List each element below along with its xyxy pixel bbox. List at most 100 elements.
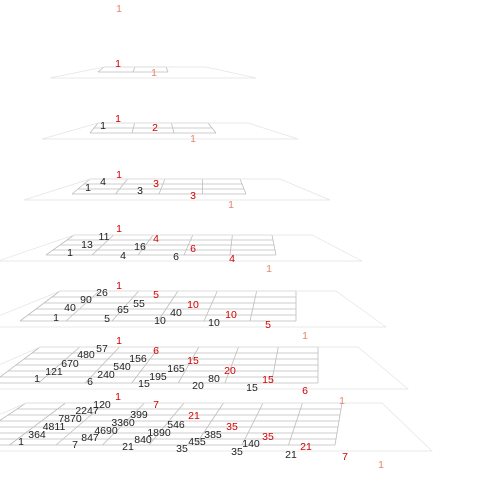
coefficient-label: 480 [77, 349, 95, 361]
coefficient-label: 15 [262, 374, 274, 386]
coefficient-label: 5 [265, 319, 271, 331]
coefficient-label: 26 [96, 287, 108, 299]
coefficient-label: 120 [93, 399, 111, 411]
coefficient-label: 20 [224, 365, 236, 377]
coefficient-label: 4 [229, 253, 235, 265]
coefficient-label: 4 [120, 250, 126, 262]
grid-line [91, 234, 114, 256]
grid-line [131, 122, 136, 134]
coefficient-label: 21 [300, 441, 312, 453]
coefficient-label: 6 [173, 251, 179, 263]
grid-line [224, 346, 239, 384]
grid-line [45, 234, 75, 256]
coefficient-label: 21 [285, 449, 297, 461]
grid-line [102, 402, 145, 446]
layer-3-grid [23, 178, 331, 201]
coefficient-label: 35 [231, 446, 243, 458]
outer-plane [0, 290, 388, 328]
coefficient-label: 364 [28, 429, 46, 441]
grid-line [9, 402, 66, 446]
layer-5-grid [0, 290, 388, 328]
coefficient-label: 40 [170, 307, 182, 319]
coefficient-label: 2247 [75, 405, 99, 417]
coefficient-label: 1 [190, 133, 196, 145]
grid-line [170, 122, 175, 134]
coefficient-label: 1 [116, 223, 122, 235]
coefficient-label: 1 [378, 459, 384, 471]
coefficient-label: 6 [87, 376, 93, 388]
coefficient-label: 1 [115, 113, 121, 125]
coefficient-label: 399 [130, 409, 148, 421]
coefficient-label: 4811 [43, 421, 66, 433]
grid-line [111, 290, 139, 322]
layer-1-grid [49, 66, 257, 79]
coefficient-label: 21 [188, 410, 200, 422]
coefficient-label: 1 [67, 247, 73, 259]
outer-plane [0, 402, 433, 452]
coefficient-label: 7870 [58, 413, 82, 425]
coefficient-label: 5 [153, 289, 159, 301]
coefficient-label: 6 [302, 385, 308, 397]
coefficient-label: 57 [96, 343, 108, 355]
coefficient-label: 40 [64, 302, 76, 314]
coefficient-label: 21 [122, 441, 134, 453]
grid-line [288, 402, 303, 446]
coefficient-label: 1 [266, 263, 272, 275]
grid-line [71, 178, 91, 195]
layer-6-grid [0, 346, 409, 390]
grid-line [115, 178, 128, 195]
coefficient-label: 1 [339, 395, 345, 407]
grid-line [97, 66, 105, 73]
coefficient-label: 20 [192, 380, 204, 392]
coefficient-label: 55 [133, 298, 145, 310]
coefficient-label: 3 [153, 178, 159, 190]
grid-line [0, 346, 41, 378]
coefficient-label: 11 [99, 231, 110, 243]
coefficient-label: 1 [116, 169, 122, 181]
grid-line [207, 122, 217, 134]
coefficient-label: 35 [176, 443, 188, 455]
coefficient-label: 1 [18, 436, 24, 448]
coefficient-label: 15 [246, 382, 258, 394]
outer-plane [23, 178, 331, 201]
coefficient-label: 16 [134, 241, 146, 253]
grid-line [229, 234, 233, 256]
grid-line [89, 122, 99, 134]
coefficient-label: 15 [138, 378, 150, 390]
coefficient-label: 6 [190, 243, 196, 255]
layer-7-numbers: 120 1 7 2247 399 21 7870 3360 546 35 4811 4690 1890 3… [18, 391, 384, 471]
coefficient-label: 10 [225, 309, 237, 321]
coefficient-label: 35 [226, 421, 238, 433]
coefficient-label: 1890 [147, 427, 171, 439]
grid-line [241, 402, 264, 446]
grid-line [157, 290, 179, 322]
layer-0-numbers: 1 [116, 3, 122, 15]
coefficient-label: 1 [302, 330, 308, 342]
coefficient-label: 1 [116, 280, 122, 292]
grid-line [84, 346, 120, 384]
coefficient-label: 455 [188, 436, 206, 448]
coefficient-label: 80 [208, 373, 220, 385]
coefficient-label: 5 [104, 313, 110, 325]
outer-plane [0, 234, 363, 262]
grid-line [38, 346, 80, 384]
grid-line [203, 290, 218, 322]
coefficient-label: 10 [208, 317, 220, 329]
coefficient-label: 90 [80, 294, 92, 306]
grid-line [137, 234, 154, 256]
layer-2-grid [41, 122, 299, 140]
coefficient-label: 1 [100, 120, 106, 132]
coefficient-label: 7 [342, 451, 348, 463]
layer-4-grid [0, 234, 363, 262]
grid-line [148, 402, 185, 446]
coefficient-label: 4 [153, 233, 159, 245]
coefficient-label: 6 [153, 345, 159, 357]
coefficient-label: 1 [85, 182, 91, 194]
coefficient-label: 1 [151, 67, 157, 79]
coefficient-label: 540 [113, 361, 131, 373]
coefficient-label: 10 [187, 299, 199, 311]
